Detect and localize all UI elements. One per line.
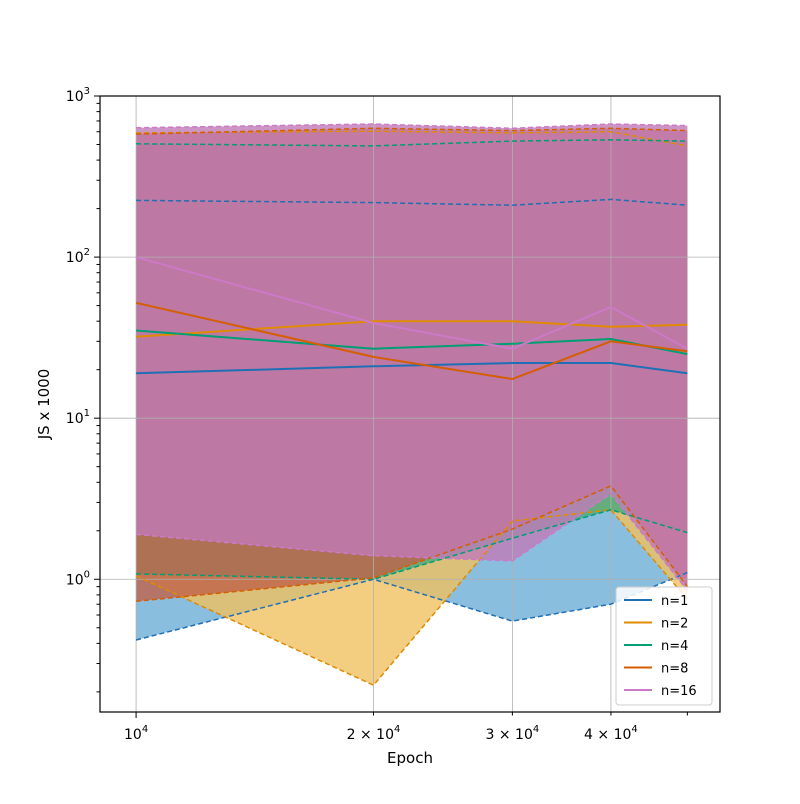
x-tick-exponent: 4 bbox=[533, 724, 539, 735]
legend-label: n=4 bbox=[661, 639, 688, 654]
y-tick-label: 101 bbox=[66, 408, 90, 427]
n16-lower-line bbox=[136, 492, 688, 592]
x-tick-exponent: 4 bbox=[394, 724, 400, 735]
y-tick-label: 102 bbox=[66, 247, 90, 266]
n8-upper-line bbox=[136, 127, 688, 135]
y-tick-exponent: 1 bbox=[84, 408, 90, 419]
n16-mean-line bbox=[135, 256, 688, 350]
legend-label: n=8 bbox=[661, 662, 688, 677]
x-tick-label: 104 bbox=[124, 724, 148, 743]
plot-frame bbox=[99, 95, 721, 713]
n2-lower-line bbox=[135, 509, 688, 687]
n8-lower-line bbox=[136, 484, 688, 603]
x-tick-label: 4 × 104 bbox=[584, 724, 638, 743]
n2-upper-line bbox=[136, 130, 688, 147]
y-tick-label: 100 bbox=[66, 569, 90, 588]
legend-label: n=2 bbox=[661, 617, 688, 632]
legend-label: n=1 bbox=[661, 594, 688, 609]
y-tick-exponent: 3 bbox=[84, 86, 90, 97]
x-tick-label: 2 × 104 bbox=[347, 724, 401, 743]
x-tick-exponent: 4 bbox=[142, 724, 148, 735]
n16-upper-line bbox=[136, 123, 688, 130]
n8-mean-line bbox=[135, 301, 688, 381]
band-n16 bbox=[136, 124, 688, 591]
y-axis-label: JS x 1000 bbox=[35, 369, 53, 441]
y-tick-label: 103 bbox=[66, 86, 90, 105]
n2-mean-line bbox=[136, 320, 688, 338]
legend: n=1 n=2 n=4 n=8 n=16 bbox=[615, 586, 713, 706]
x-tick-exponent: 4 bbox=[631, 724, 637, 735]
y-tick-exponent: 2 bbox=[84, 247, 90, 258]
series-lines bbox=[135, 123, 688, 687]
n4-upper-line bbox=[136, 139, 688, 147]
x-tick-label: 3 × 104 bbox=[486, 724, 540, 743]
legend-label: n=16 bbox=[661, 684, 697, 699]
n1-upper-line bbox=[136, 198, 688, 206]
legend-box bbox=[615, 586, 713, 706]
x-axis-label: Epoch bbox=[387, 749, 433, 767]
n1-mean-line bbox=[136, 362, 688, 375]
y-tick-exponent: 0 bbox=[84, 569, 90, 580]
confidence-bands bbox=[136, 124, 688, 686]
n1-lower-line bbox=[135, 571, 688, 641]
